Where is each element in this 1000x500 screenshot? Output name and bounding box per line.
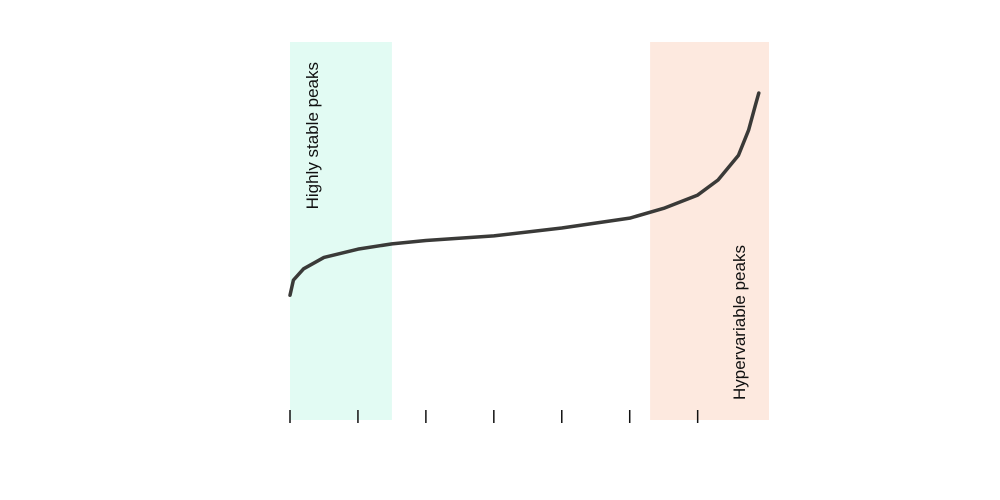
region-label: Hypervariable peaks: [730, 245, 749, 400]
region: [290, 42, 392, 420]
region: [650, 42, 769, 420]
data-line: [288, 91, 761, 298]
region-label: Highly stable peaks: [303, 62, 322, 209]
